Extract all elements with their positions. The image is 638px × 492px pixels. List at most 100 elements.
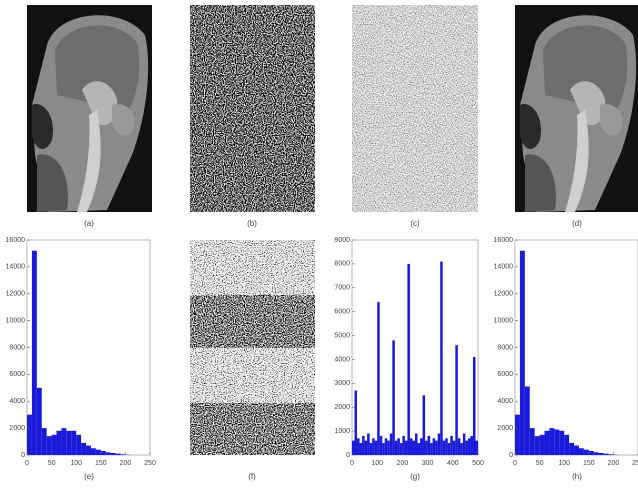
y-tick-label: 2000	[334, 404, 350, 411]
y-tick-label: 8000	[497, 344, 513, 351]
bar	[116, 454, 121, 455]
caption: (f)	[248, 472, 256, 481]
bar	[372, 438, 375, 455]
y-tick-label: 16000	[494, 237, 514, 244]
x-tick-label: 150	[583, 460, 595, 467]
bar	[463, 434, 466, 456]
x-tick-label: 200	[397, 460, 409, 467]
x-tick-label: 500	[472, 460, 484, 467]
bar	[400, 443, 403, 455]
bar	[365, 441, 368, 455]
y-tick-label: 10000	[494, 317, 514, 324]
bar	[362, 436, 365, 455]
plot-frame	[515, 240, 638, 455]
bar	[525, 386, 530, 455]
bar	[470, 436, 473, 455]
bar	[76, 435, 81, 455]
bar	[554, 429, 559, 455]
bar	[355, 391, 358, 456]
y-tick-label: 4000	[334, 356, 350, 363]
caption: (a)	[84, 219, 94, 228]
y-tick-label: 6000	[497, 371, 513, 378]
bar	[357, 438, 360, 455]
y-tick-label: 7000	[334, 285, 350, 292]
y-tick-label: 14000	[494, 264, 514, 271]
bar	[473, 357, 476, 455]
y-tick-label: 6000	[334, 309, 350, 316]
y-tick-label: 6000	[9, 371, 25, 378]
bar	[574, 446, 579, 455]
bar	[47, 436, 52, 455]
bar	[475, 441, 478, 455]
bar	[405, 441, 408, 455]
y-tick-label: 8000	[334, 261, 350, 268]
bar	[392, 340, 395, 455]
caption: (e)	[84, 472, 94, 481]
caption: (c)	[410, 219, 420, 228]
bar	[367, 434, 370, 456]
bar	[468, 438, 471, 455]
y-tick-label: 9000	[334, 237, 350, 244]
bar	[569, 443, 574, 455]
bar	[377, 302, 380, 455]
y-tick-label: 12000	[6, 291, 26, 298]
bar	[390, 434, 393, 456]
bar	[66, 431, 71, 455]
bar	[530, 428, 535, 455]
x-tick-label: 250	[632, 460, 638, 467]
bar	[402, 436, 405, 455]
bar	[352, 441, 355, 455]
y-tick-label: 2000	[9, 425, 25, 432]
bar	[86, 446, 91, 455]
y-tick-label: 16000	[6, 237, 26, 244]
bar	[589, 451, 594, 455]
y-tick-label: 12000	[494, 291, 514, 298]
y-tick-label: 2000	[497, 425, 513, 432]
bar	[37, 388, 42, 455]
bar	[458, 438, 461, 455]
bar	[61, 428, 66, 455]
y-tick-label: 0	[21, 452, 25, 459]
bar	[71, 431, 76, 455]
x-tick-label: 150	[95, 460, 107, 467]
bar	[42, 428, 47, 455]
image-panel-c	[352, 5, 478, 212]
y-tick-label: 10000	[6, 317, 26, 324]
y-tick-label: 8000	[9, 344, 25, 351]
bar	[428, 436, 431, 455]
bar	[32, 251, 37, 455]
x-tick-label: 0	[25, 460, 29, 467]
bar	[430, 443, 433, 455]
x-tick-label: 300	[422, 460, 434, 467]
bar	[57, 431, 62, 455]
caption: (b)	[247, 219, 257, 228]
bar	[594, 452, 599, 455]
bar	[425, 441, 428, 455]
bar	[515, 415, 520, 455]
bar	[599, 453, 604, 455]
bar	[520, 251, 525, 455]
bar	[420, 438, 423, 455]
bar	[382, 443, 385, 455]
bar	[375, 441, 378, 455]
bar	[407, 264, 410, 455]
plot-frame	[352, 240, 478, 455]
bar	[564, 435, 569, 455]
bar	[423, 395, 426, 455]
x-tick-label: 0	[350, 460, 354, 467]
bar	[455, 345, 458, 455]
caption: (h)	[572, 472, 582, 481]
bar	[380, 436, 383, 455]
bar	[106, 452, 111, 455]
caption: (g)	[410, 472, 420, 481]
bar	[579, 448, 584, 455]
bar	[608, 454, 613, 455]
image-panel-d	[515, 5, 638, 212]
y-tick-label: 1000	[334, 428, 350, 435]
x-tick-label: 50	[536, 460, 544, 467]
bar	[395, 441, 398, 455]
bar	[448, 443, 451, 455]
bar	[535, 436, 540, 455]
x-tick-label: 400	[447, 460, 459, 467]
